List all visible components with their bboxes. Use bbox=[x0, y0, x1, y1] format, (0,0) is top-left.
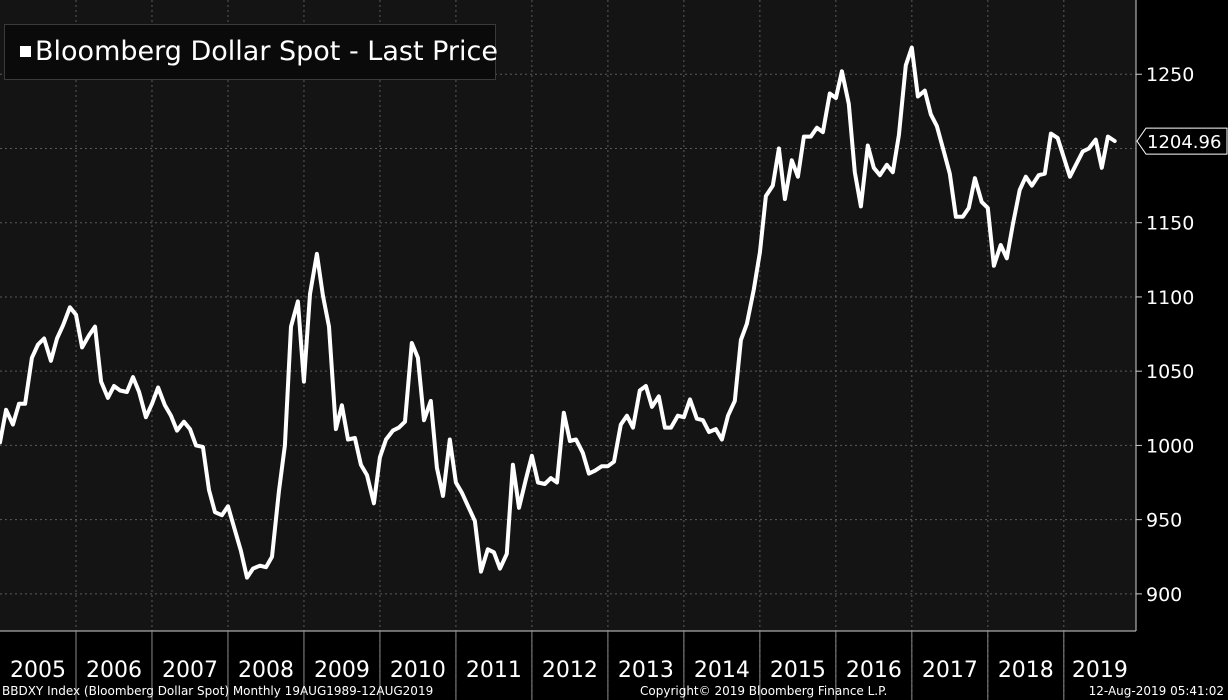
y-tick-label: 1100 bbox=[1146, 287, 1194, 309]
series-line-bloomberg-dollar-spot bbox=[0, 45, 1117, 580]
footer-copyright: Copyright© 2019 Bloomberg Finance L.P. bbox=[640, 684, 888, 698]
x-tick-label: 2011 bbox=[466, 658, 522, 683]
last-price-tag: 1204.96 bbox=[1136, 127, 1228, 155]
x-axis-ticks: 2005 2006 2007 2008 2009 2010 2011 2012 2013 2014… bbox=[10, 631, 1128, 700]
y-tick-label: 950 bbox=[1146, 510, 1182, 532]
y-tick-label: 1250 bbox=[1146, 64, 1194, 86]
x-tick-label: 2015 bbox=[770, 658, 826, 683]
x-tick-label: 2017 bbox=[922, 658, 978, 683]
footer-index-info: BBDXY Index (Bloomberg Dollar Spot) Mont… bbox=[2, 684, 434, 698]
y-tick-label: 900 bbox=[1146, 584, 1182, 606]
x-tick-label: 2007 bbox=[162, 658, 218, 683]
x-tick-label: 2012 bbox=[542, 658, 598, 683]
horizontal-gridlines bbox=[0, 73, 1136, 595]
y-tick-label: 1150 bbox=[1146, 213, 1194, 235]
y-tick-label: 1050 bbox=[1146, 361, 1194, 383]
footer-timestamp: 12-Aug-2019 05:41:02 bbox=[1088, 684, 1224, 698]
x-tick-label: 2009 bbox=[314, 658, 370, 683]
legend-label: Bloomberg Dollar Spot - Last Price bbox=[35, 36, 498, 67]
x-tick-label: 2006 bbox=[86, 658, 142, 683]
x-tick-label: 2014 bbox=[694, 658, 750, 683]
x-tick-label: 2016 bbox=[846, 658, 902, 683]
x-tick-label: 2018 bbox=[998, 658, 1054, 683]
x-tick-label: 2010 bbox=[390, 658, 446, 683]
x-tick-label: 2008 bbox=[238, 658, 294, 683]
last-price-label: 1204.96 bbox=[1147, 132, 1221, 153]
vertical-gridlines bbox=[75, 0, 1065, 700]
y-axis-ticks: 900 950 1000 1050 1100 1150 1250 bbox=[1136, 64, 1194, 606]
y-tick-label: 1000 bbox=[1146, 435, 1194, 457]
x-tick-label: 2013 bbox=[618, 658, 674, 683]
legend-swatch bbox=[20, 46, 31, 57]
plot-background bbox=[0, 0, 1136, 631]
legend: Bloomberg Dollar Spot - Last Price bbox=[4, 24, 498, 80]
x-tick-label: 2019 bbox=[1072, 658, 1128, 683]
x-tick-label: 2005 bbox=[10, 658, 66, 683]
last-price-box bbox=[1136, 127, 1228, 155]
